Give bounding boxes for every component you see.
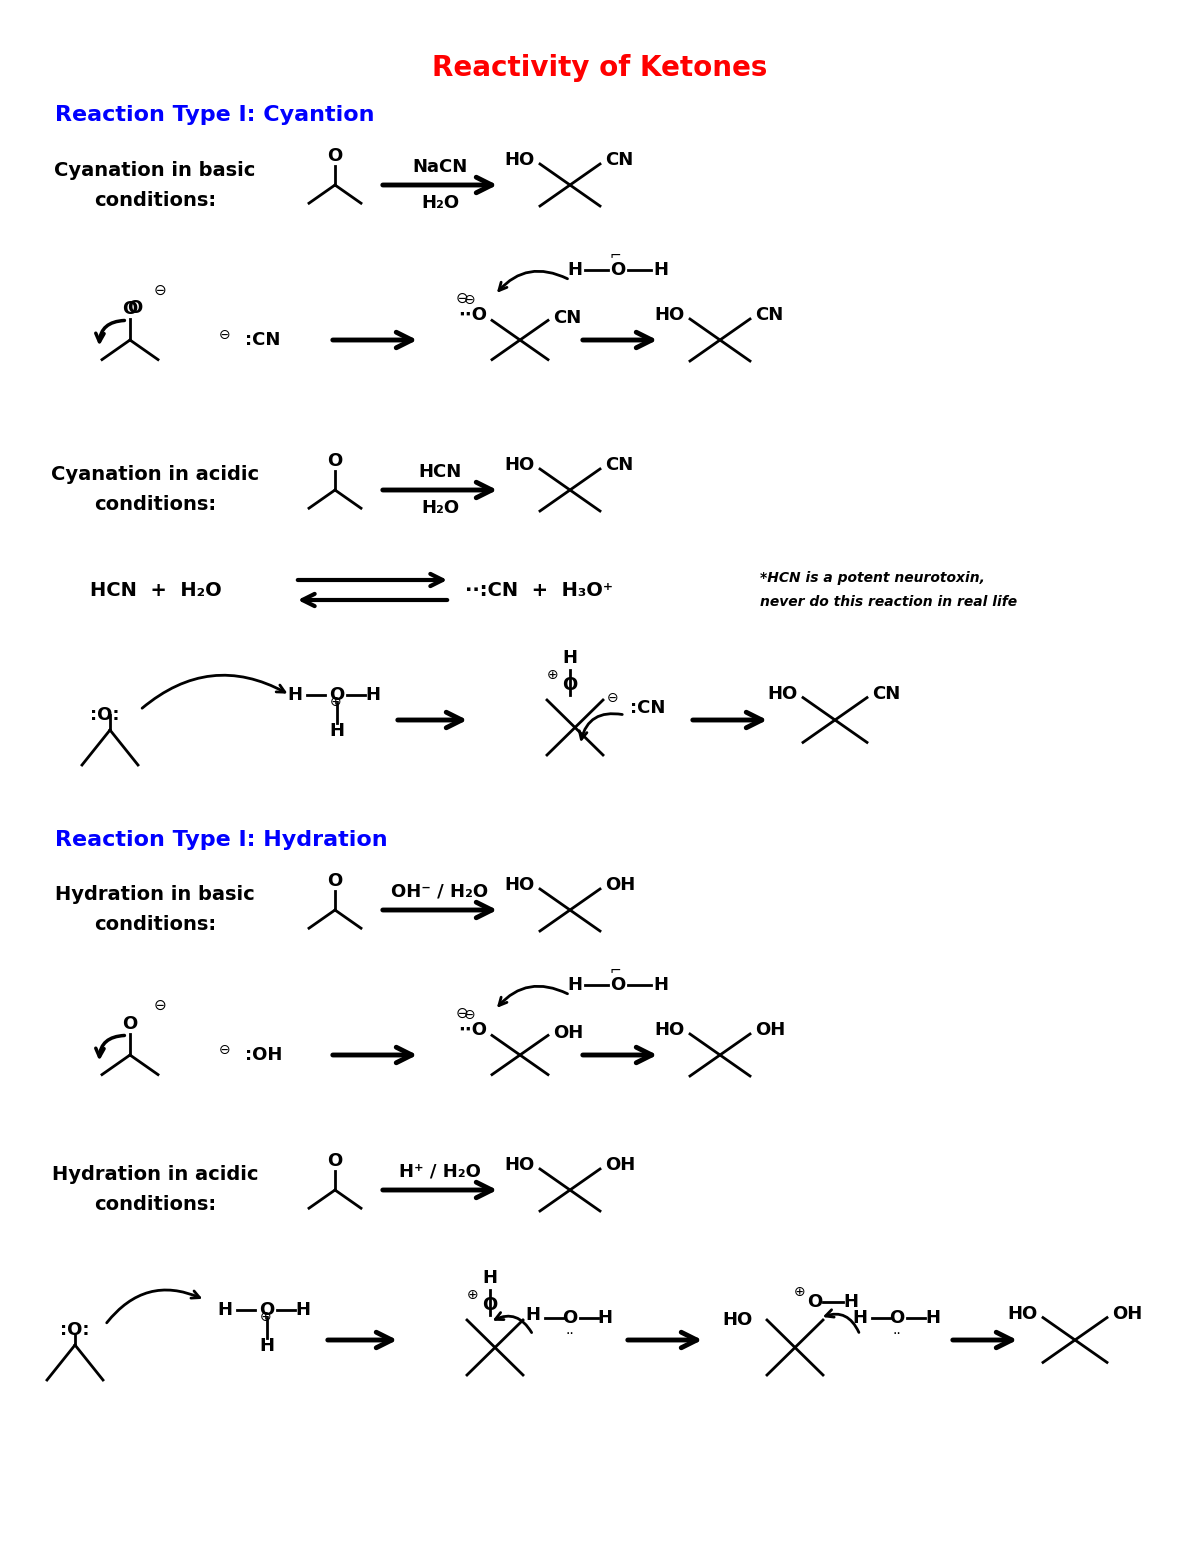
Text: O: O	[329, 686, 344, 704]
Text: ⊖: ⊖	[154, 997, 167, 1013]
Text: Hydration in acidic: Hydration in acidic	[52, 1165, 258, 1185]
Text: H₂O: H₂O	[421, 194, 460, 213]
Text: O: O	[328, 148, 343, 166]
Text: Reaction Type I: Hydration: Reaction Type I: Hydration	[55, 829, 388, 849]
Text: OH: OH	[1112, 1305, 1142, 1323]
Text: H: H	[366, 686, 380, 704]
Text: HO: HO	[722, 1311, 754, 1329]
Text: O: O	[611, 261, 625, 280]
Text: ⌐: ⌐	[610, 248, 620, 262]
Text: ⌐: ⌐	[610, 963, 620, 977]
Text: H: H	[598, 1309, 612, 1326]
Text: O: O	[889, 1309, 905, 1326]
Text: :OH: :OH	[245, 1047, 282, 1064]
Text: ⊕: ⊕	[330, 696, 342, 710]
Text: HO: HO	[655, 1020, 685, 1039]
Text: H: H	[526, 1306, 540, 1325]
Text: H: H	[330, 722, 344, 739]
Text: HCN: HCN	[419, 463, 462, 481]
Text: ⋅⋅: ⋅⋅	[565, 1326, 575, 1340]
Text: O: O	[563, 1309, 577, 1326]
Text: HO: HO	[505, 457, 535, 474]
Text: ⊕: ⊕	[260, 1311, 271, 1325]
Text: conditions:: conditions:	[94, 191, 216, 210]
Text: CN: CN	[755, 306, 784, 325]
Text: HO: HO	[655, 306, 685, 325]
Text: conditions:: conditions:	[94, 495, 216, 514]
Text: ⊖: ⊖	[220, 1044, 230, 1058]
Text: conditions:: conditions:	[94, 1196, 216, 1214]
Text: O: O	[328, 1152, 343, 1171]
Text: OH: OH	[553, 1025, 583, 1042]
Text: ⊖: ⊖	[220, 328, 230, 342]
Text: H: H	[295, 1301, 311, 1318]
Text: :CN: :CN	[245, 331, 281, 349]
Text: H: H	[925, 1309, 941, 1326]
Text: OH: OH	[755, 1020, 785, 1039]
Text: ⊖: ⊖	[464, 294, 476, 307]
Text: Cyanation in basic: Cyanation in basic	[54, 160, 256, 180]
Text: O: O	[611, 975, 625, 994]
Text: NaCN: NaCN	[413, 158, 468, 175]
Text: HCN  +  H₂O: HCN + H₂O	[90, 581, 222, 599]
Text: HO: HO	[505, 876, 535, 895]
Text: O: O	[808, 1294, 823, 1311]
Text: CN: CN	[605, 457, 634, 474]
Text: Hydration in basic: Hydration in basic	[55, 885, 254, 904]
Text: H: H	[844, 1294, 858, 1311]
Text: ⊖: ⊖	[456, 290, 468, 306]
Text: H: H	[568, 261, 582, 280]
Text: ⋅⋅:CN  +  H₃O⁺: ⋅⋅:CN + H₃O⁺	[466, 581, 613, 599]
Text: O: O	[328, 452, 343, 471]
Text: never do this reaction in real life: never do this reaction in real life	[760, 595, 1018, 609]
Text: O: O	[563, 676, 577, 694]
Text: O: O	[122, 300, 138, 318]
Text: H: H	[563, 649, 577, 666]
Text: O: O	[122, 1016, 138, 1033]
Text: conditions:: conditions:	[94, 916, 216, 935]
Text: Reactivity of Ketones: Reactivity of Ketones	[432, 54, 768, 82]
Text: H: H	[654, 261, 668, 280]
Text: ⋅⋅O: ⋅⋅O	[458, 306, 487, 325]
Text: ⊕: ⊕	[547, 668, 559, 682]
Text: :CN: :CN	[630, 699, 665, 717]
Text: ⊖: ⊖	[456, 1005, 468, 1020]
Text: H: H	[852, 1309, 868, 1326]
Text: OH: OH	[605, 876, 635, 895]
Text: ⊕: ⊕	[794, 1284, 806, 1298]
Text: OH: OH	[605, 1155, 635, 1174]
Text: HO: HO	[768, 685, 798, 702]
Text: H₂O: H₂O	[421, 499, 460, 517]
Text: H: H	[568, 975, 582, 994]
Text: ⋅⋅O: ⋅⋅O	[458, 1022, 487, 1039]
Text: CN: CN	[872, 685, 900, 702]
Text: ⋅⋅: ⋅⋅	[893, 1326, 901, 1340]
Text: O: O	[328, 873, 343, 890]
Text: ⊖: ⊖	[154, 283, 167, 298]
Text: ⊖: ⊖	[464, 1008, 476, 1022]
Text: Cyanation in acidic: Cyanation in acidic	[50, 466, 259, 485]
Text: H: H	[482, 1269, 498, 1287]
Text: HO: HO	[1008, 1305, 1038, 1323]
Text: CN: CN	[553, 309, 581, 328]
Text: H: H	[288, 686, 302, 704]
Text: OH⁻ / H₂O: OH⁻ / H₂O	[391, 884, 488, 901]
Text: :O:: :O:	[60, 1322, 90, 1339]
Text: CN: CN	[605, 151, 634, 169]
Text: O: O	[259, 1301, 275, 1318]
Text: HO: HO	[505, 151, 535, 169]
Text: O: O	[127, 300, 143, 317]
Text: Reaction Type I: Cyantion: Reaction Type I: Cyantion	[55, 106, 374, 124]
Text: H: H	[259, 1337, 275, 1356]
Text: H⁺ / H₂O: H⁺ / H₂O	[400, 1163, 481, 1180]
Text: H: H	[217, 1301, 233, 1318]
Text: ⊕: ⊕	[467, 1287, 479, 1301]
Text: O: O	[482, 1297, 498, 1314]
Text: ⊖: ⊖	[607, 691, 619, 705]
Text: *HCN is a potent neurotoxin,: *HCN is a potent neurotoxin,	[760, 572, 985, 585]
Text: HO: HO	[505, 1155, 535, 1174]
Text: :O:: :O:	[90, 707, 120, 724]
Text: H: H	[654, 975, 668, 994]
